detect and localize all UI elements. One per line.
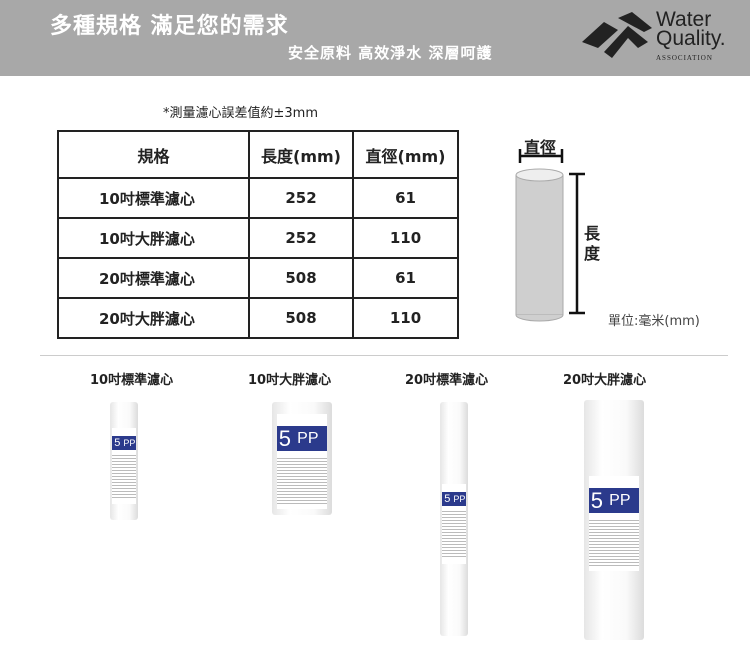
cell: 252 [248, 177, 354, 219]
header-cell: 直徑(mm) [352, 130, 459, 179]
cell: 252 [248, 217, 354, 259]
wqa-logo: Water Quality. ASSOCIATION [578, 8, 738, 68]
cell: 61 [352, 257, 459, 299]
product-image-20in-standard: 5 PP [440, 402, 468, 636]
table-row: 20吋大胖濾心 508 110 [57, 297, 459, 339]
cell: 110 [352, 217, 459, 259]
cell: 20吋大胖濾心 [57, 297, 250, 339]
product-label: 20吋標準濾心 [405, 373, 489, 388]
diameter-label: 直徑 [524, 138, 557, 157]
cylinder-body-icon [515, 174, 564, 316]
length-bracket-icon [569, 172, 585, 315]
product-image-20in-big: 5 PP [584, 400, 644, 640]
product-label: 20吋大胖濾心 [563, 373, 647, 388]
table-row: 10吋標準濾心 252 61 [57, 177, 459, 219]
cell: 20吋標準濾心 [57, 257, 250, 299]
cell: 61 [352, 177, 459, 219]
table-row: 20吋標準濾心 508 61 [57, 257, 459, 299]
unit-label: 單位:毫米(mm) [608, 314, 700, 329]
header-cell: 長度(mm) [248, 130, 354, 179]
banner-subtitle: 安全原料 高效淨水 深層呵護 [288, 44, 493, 62]
cell: 10吋標準濾心 [57, 177, 250, 219]
table-header-row: 規格 長度(mm) 直徑(mm) [57, 130, 459, 179]
cell: 508 [248, 257, 354, 299]
wqa-logo-mark-icon [582, 12, 652, 58]
header-cell: 規格 [57, 130, 250, 179]
product-image-10in-big: 5 PP [272, 402, 332, 515]
logo-line2: Quality. [656, 27, 726, 50]
dimension-diagram [515, 149, 585, 322]
product-label: 10吋大胖濾心 [248, 373, 332, 388]
divider [40, 355, 728, 356]
length-label: 長度 [584, 224, 601, 263]
logo-line3: ASSOCIATION [656, 54, 713, 62]
banner-title: 多種規格 滿足您的需求 [50, 14, 289, 39]
tolerance-note: *測量濾心誤差值約±3mm [163, 106, 318, 121]
logo-line1: Water [656, 8, 712, 31]
spec-table: 規格 長度(mm) 直徑(mm) 10吋標準濾心 252 61 10吋大胖濾心 252… [57, 130, 459, 339]
diameter-bracket-icon [518, 149, 564, 163]
cell: 10吋大胖濾心 [57, 217, 250, 259]
product-image-10in-standard: 5 PP [110, 402, 138, 520]
product-label: 10吋標準濾心 [90, 373, 174, 388]
header-banner: 多種規格 滿足您的需求 安全原料 高效淨水 深層呵護 Water Quality… [0, 0, 750, 76]
cell: 508 [248, 297, 354, 339]
table-row: 10吋大胖濾心 252 110 [57, 217, 459, 259]
cell: 110 [352, 297, 459, 339]
